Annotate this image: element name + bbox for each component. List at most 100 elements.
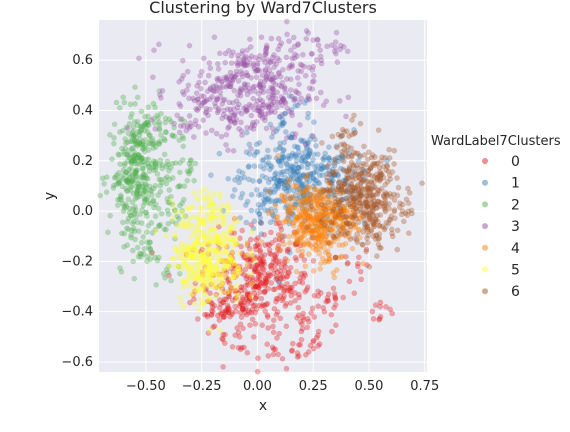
data-point bbox=[216, 50, 223, 57]
data-point bbox=[242, 202, 249, 208]
data-point bbox=[305, 140, 311, 147]
data-point bbox=[263, 278, 270, 285]
data-point bbox=[237, 235, 243, 242]
data-point bbox=[152, 254, 159, 261]
data-point bbox=[315, 328, 322, 335]
data-point bbox=[370, 194, 377, 201]
data-point bbox=[279, 180, 286, 187]
data-point bbox=[123, 225, 130, 232]
data-point bbox=[264, 196, 271, 203]
data-point bbox=[157, 182, 164, 189]
data-point bbox=[294, 238, 301, 245]
data-point bbox=[290, 211, 296, 218]
data-point bbox=[166, 187, 173, 193]
data-point bbox=[250, 225, 257, 232]
data-point bbox=[326, 160, 333, 167]
data-point bbox=[251, 163, 258, 169]
data-point bbox=[343, 253, 349, 260]
data-point bbox=[310, 72, 317, 79]
data-point bbox=[300, 310, 306, 317]
data-point bbox=[309, 203, 315, 210]
data-point bbox=[289, 284, 295, 291]
data-point bbox=[236, 266, 242, 272]
data-point bbox=[333, 29, 340, 36]
data-point bbox=[138, 190, 144, 197]
data-point bbox=[224, 243, 230, 250]
data-point bbox=[307, 197, 314, 203]
data-point bbox=[302, 272, 308, 279]
legend-label-0: 0 bbox=[511, 154, 520, 170]
data-point bbox=[300, 193, 307, 199]
data-point bbox=[317, 245, 323, 252]
data-point bbox=[149, 249, 155, 256]
data-point bbox=[351, 290, 358, 297]
data-point bbox=[286, 93, 293, 99]
data-point bbox=[333, 267, 340, 273]
data-point bbox=[286, 155, 293, 162]
data-point bbox=[301, 158, 308, 165]
data-point bbox=[205, 112, 211, 119]
data-point bbox=[236, 303, 243, 309]
data-point bbox=[258, 239, 265, 245]
data-point bbox=[255, 277, 261, 284]
data-point bbox=[343, 195, 349, 202]
data-point bbox=[342, 178, 348, 184]
data-point bbox=[257, 247, 264, 254]
data-point bbox=[283, 54, 290, 61]
data-point bbox=[219, 335, 225, 342]
data-point bbox=[376, 222, 383, 229]
data-point bbox=[204, 311, 210, 318]
data-point bbox=[399, 208, 406, 214]
data-point bbox=[286, 179, 292, 186]
data-point bbox=[278, 157, 285, 164]
data-point bbox=[365, 232, 372, 239]
data-point bbox=[299, 321, 305, 328]
data-point bbox=[244, 291, 251, 298]
data-point bbox=[335, 180, 342, 186]
data-point bbox=[228, 284, 235, 291]
data-point bbox=[329, 328, 335, 335]
data-point bbox=[284, 182, 291, 189]
data-point bbox=[190, 290, 197, 297]
data-point bbox=[284, 248, 291, 255]
data-point bbox=[198, 283, 205, 290]
data-point bbox=[394, 192, 401, 199]
data-point bbox=[309, 79, 316, 85]
legend-label-4: 4 bbox=[511, 241, 520, 257]
data-point bbox=[315, 42, 322, 49]
data-point bbox=[293, 199, 299, 206]
data-point bbox=[339, 197, 345, 204]
data-point bbox=[284, 180, 290, 187]
data-point bbox=[143, 196, 150, 203]
data-point bbox=[361, 168, 367, 175]
data-point bbox=[303, 97, 310, 104]
data-point bbox=[252, 302, 258, 309]
data-point bbox=[258, 280, 264, 287]
data-point bbox=[319, 212, 326, 218]
data-point bbox=[332, 157, 339, 164]
data-point bbox=[120, 208, 127, 214]
data-point bbox=[150, 74, 156, 81]
data-point bbox=[301, 257, 308, 263]
data-point bbox=[187, 203, 194, 210]
data-point bbox=[373, 160, 380, 167]
data-point bbox=[288, 106, 295, 113]
data-point bbox=[343, 188, 349, 195]
data-point bbox=[225, 276, 232, 283]
data-point bbox=[297, 214, 304, 221]
data-point bbox=[223, 296, 229, 303]
data-point bbox=[151, 47, 157, 54]
data-point bbox=[278, 162, 284, 169]
data-point bbox=[222, 331, 228, 338]
data-point bbox=[190, 247, 196, 253]
data-point bbox=[228, 60, 235, 66]
data-point bbox=[265, 210, 272, 216]
data-point bbox=[216, 240, 223, 246]
data-point bbox=[280, 275, 287, 282]
data-point bbox=[310, 338, 317, 345]
data-point bbox=[243, 240, 249, 247]
data-point bbox=[333, 322, 339, 329]
data-point bbox=[303, 180, 310, 186]
data-point bbox=[292, 254, 299, 261]
data-point bbox=[236, 168, 242, 175]
